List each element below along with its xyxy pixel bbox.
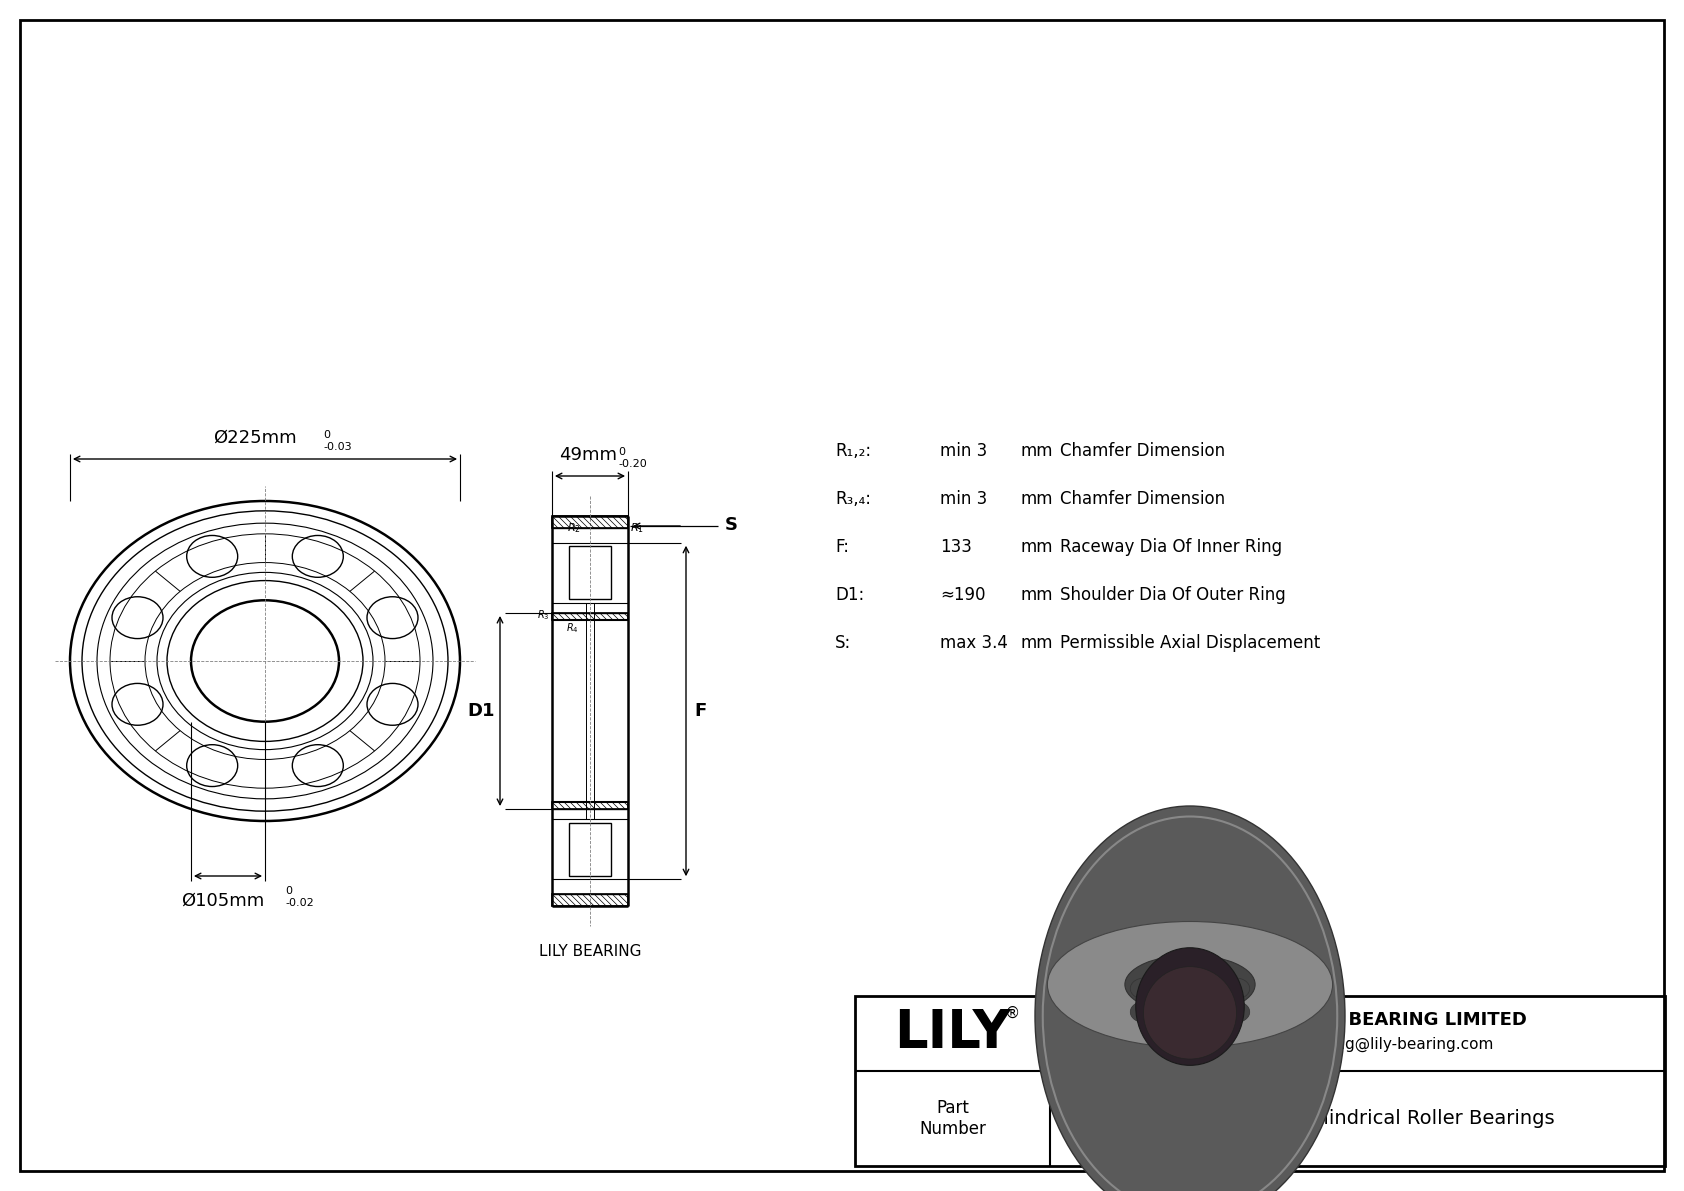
Text: LILY BEARING: LILY BEARING [539,943,642,959]
Text: D1: D1 [468,701,495,721]
Text: Email: lilybearing@lily-bearing.com: Email: lilybearing@lily-bearing.com [1223,1037,1494,1052]
Bar [569,547,611,599]
Text: NU 321 ECML Cylindrical Roller Bearings: NU 321 ECML Cylindrical Roller Bearings [1160,1109,1554,1128]
Text: R₁,₂:: R₁,₂: [835,442,871,460]
Text: max 3.4: max 3.4 [940,634,1009,651]
Text: R₃,₄:: R₃,₄: [835,490,871,509]
Text: Chamfer Dimension: Chamfer Dimension [1059,490,1226,509]
Ellipse shape [1047,922,1332,1048]
Text: $R_2$: $R_2$ [568,520,581,535]
Text: 133: 133 [940,538,972,556]
Bar [552,613,628,621]
Ellipse shape [1223,1002,1250,1022]
Text: S:: S: [835,634,850,651]
Bar [552,802,628,809]
Ellipse shape [1223,978,1250,999]
Text: F: F [694,701,706,721]
Text: $R_3$: $R_3$ [537,609,551,622]
Bar [552,894,628,906]
Text: D1:: D1: [835,586,864,604]
Text: -0.20: -0.20 [618,459,647,469]
Text: LILY: LILY [894,1008,1010,1060]
Ellipse shape [1175,966,1204,987]
Text: SHANGHAI LILY BEARING LIMITED: SHANGHAI LILY BEARING LIMITED [1189,1011,1526,1029]
Ellipse shape [1036,806,1346,1191]
Text: $R_1$: $R_1$ [630,520,643,535]
Ellipse shape [1175,1014,1204,1034]
Ellipse shape [1143,967,1236,1059]
Bar [855,996,1665,1166]
Text: $R_4$: $R_4$ [566,621,579,635]
Text: mm: mm [1021,586,1052,604]
Text: mm: mm [1021,490,1052,509]
Text: min 3: min 3 [940,490,987,509]
Text: ≈190: ≈190 [940,586,985,604]
Text: mm: mm [1021,538,1052,556]
Text: Chamfer Dimension: Chamfer Dimension [1059,442,1226,460]
Text: 0: 0 [285,886,291,896]
Ellipse shape [1125,955,1255,1014]
Ellipse shape [1130,1002,1159,1022]
Text: Raceway Dia Of Inner Ring: Raceway Dia Of Inner Ring [1059,538,1282,556]
Text: Ø225mm: Ø225mm [214,429,296,447]
Text: S: S [726,516,738,534]
Text: min 3: min 3 [940,442,987,460]
Bar [569,823,611,875]
Text: Permissible Axial Displacement: Permissible Axial Displacement [1059,634,1320,651]
Text: Shoulder Dia Of Outer Ring: Shoulder Dia Of Outer Ring [1059,586,1287,604]
Ellipse shape [1135,948,1244,1066]
Text: -0.02: -0.02 [285,898,313,908]
Ellipse shape [1130,978,1159,999]
Text: Ø105mm: Ø105mm [182,892,264,910]
Text: Part
Number: Part Number [919,1099,985,1137]
Text: -0.03: -0.03 [323,442,352,453]
Text: mm: mm [1021,634,1052,651]
Text: mm: mm [1021,442,1052,460]
Bar [552,516,628,528]
Text: 49mm: 49mm [559,445,616,464]
Text: 0: 0 [323,430,330,439]
Text: ®: ® [1004,1006,1021,1021]
Text: 0: 0 [618,447,625,457]
Text: F:: F: [835,538,849,556]
